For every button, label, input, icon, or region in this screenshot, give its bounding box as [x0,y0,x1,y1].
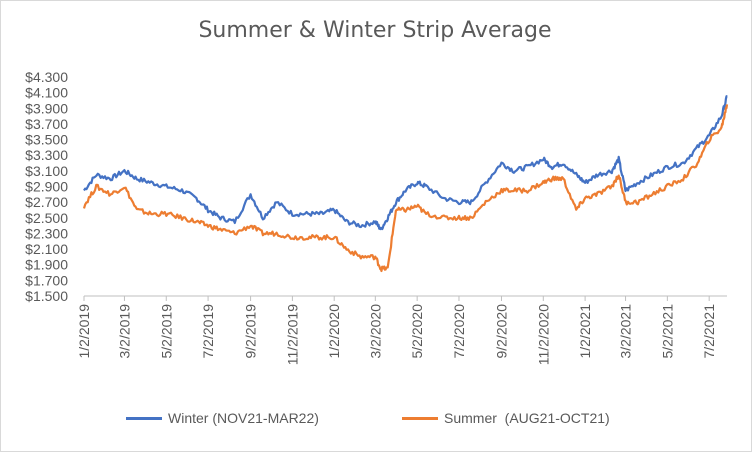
x-tick-label: 11/2/2019 [284,304,300,365]
y-tick-label: $1.700 [25,272,68,288]
y-tick-label: $3.300 [25,147,68,163]
x-tick-label: 1/2/2021 [577,304,593,359]
chart-title: Summer & Winter Strip Average [198,18,552,43]
series-line-summer [82,104,729,273]
y-tick-label: $4.100 [25,85,68,101]
y-tick-label: $3.900 [25,100,68,116]
y-tick-label: $2.100 [25,241,68,257]
x-tick-label: 5/2/2021 [659,304,675,359]
y-tick-label: $1.500 [25,288,68,304]
x-tick-label: 1/2/2019 [76,304,92,359]
x-tick-label: 5/2/2020 [409,304,425,359]
x-tick-label: 7/2/2020 [451,304,467,359]
y-tick-label: $4.300 [25,69,68,85]
x-tick-label: 9/2/2019 [243,304,259,359]
y-tick-label: $1.900 [25,257,68,273]
x-tick-label: 7/2/2021 [701,304,717,359]
x-tick-label: 11/2/2020 [535,304,551,365]
x-tick-label: 9/2/2020 [493,304,509,359]
legend-label-summer: Summer (AUG21-OCT21) [444,410,610,426]
y-tick-label: $3.700 [25,116,68,132]
x-tick-label: 5/2/2019 [158,304,174,359]
y-tick-label: $2.500 [25,210,68,226]
legend-swatch-summer [402,416,438,420]
x-tick-label: 3/2/2019 [116,304,132,359]
y-tick-label: $3.100 [25,163,68,179]
x-tick-label: 7/2/2019 [200,304,216,359]
x-tick-label: 3/2/2020 [367,304,383,359]
y-tick-label: $2.700 [25,194,68,210]
series-line-winter [83,95,728,231]
legend-item-summer: Summer (AUG21-OCT21) [402,410,610,426]
legend-item-winter: Winter (NOV21-MAR22) [126,410,319,426]
legend-label-winter: Winter (NOV21-MAR22) [168,410,319,426]
x-tick-label: 3/2/2021 [618,304,634,359]
y-tick-label: $3.500 [25,132,68,148]
legend-swatch-winter [126,416,162,420]
y-tick-label: $2.300 [25,225,68,241]
chart-legend: Winter (NOV21-MAR22) Summer (AUG21-OCT21… [0,410,750,430]
y-tick-label: $2.900 [25,179,68,195]
x-tick-label: 1/2/2020 [326,304,342,359]
